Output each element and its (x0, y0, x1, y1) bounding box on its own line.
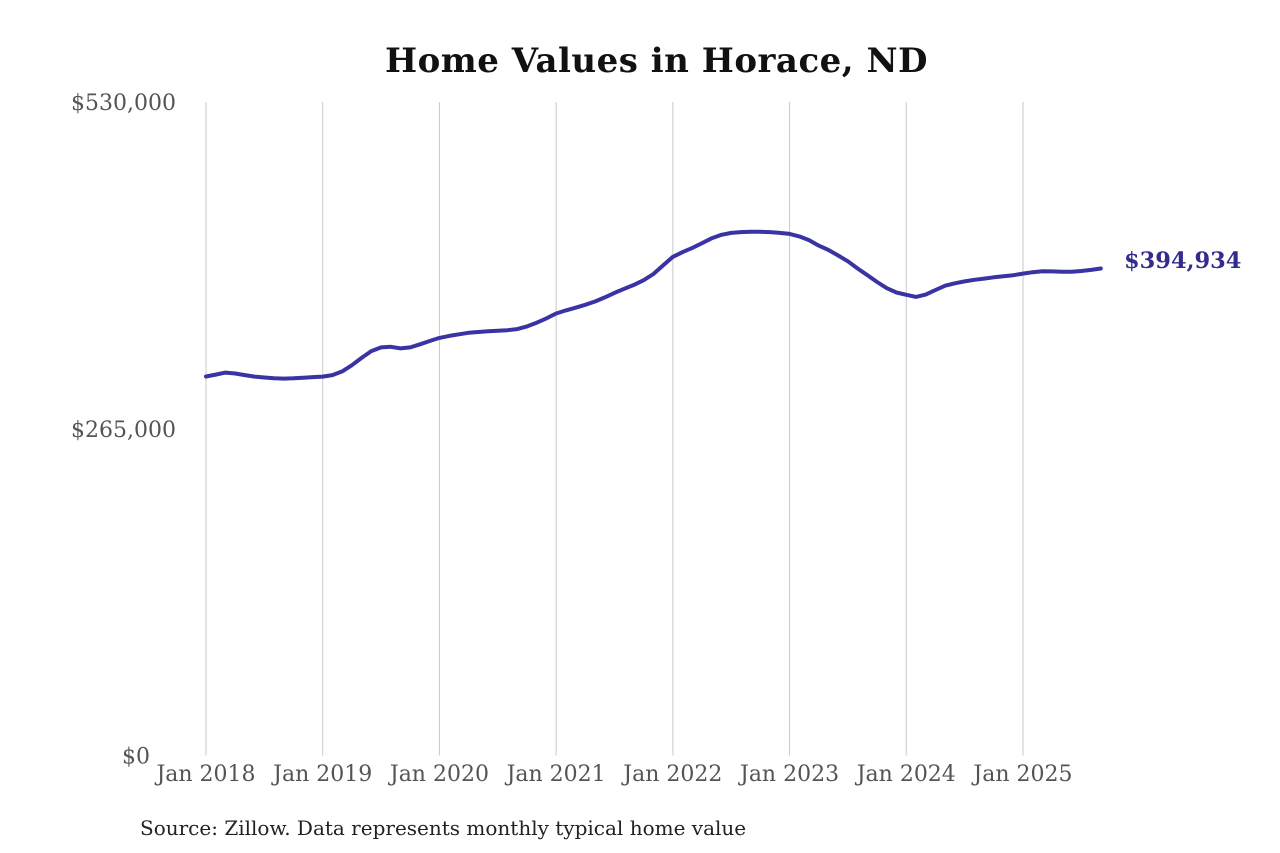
chart-title: Home Values in Horace, ND (384, 41, 929, 81)
x-tick-label: Jan 2025 (971, 762, 1072, 787)
y-tick-label: $265,000 (71, 418, 176, 443)
home-value-line (204, 229, 1103, 381)
x-tick-label: Jan 2019 (271, 762, 372, 787)
x-tick-label: Jan 2021 (505, 762, 606, 787)
x-tick-label: Jan 2018 (154, 762, 255, 787)
x-tick-label: Jan 2020 (388, 762, 489, 787)
source-note: Source: Zillow. Data represents monthly … (140, 816, 747, 840)
x-tick-label: Jan 2022 (621, 762, 722, 787)
current-value-label: $394,934 (1124, 248, 1242, 274)
y-tick-label: $530,000 (71, 91, 176, 116)
x-tick-label: Jan 2023 (738, 762, 839, 787)
x-tick-label: Jan 2024 (855, 762, 956, 787)
y-tick-label: $0 (122, 745, 150, 770)
